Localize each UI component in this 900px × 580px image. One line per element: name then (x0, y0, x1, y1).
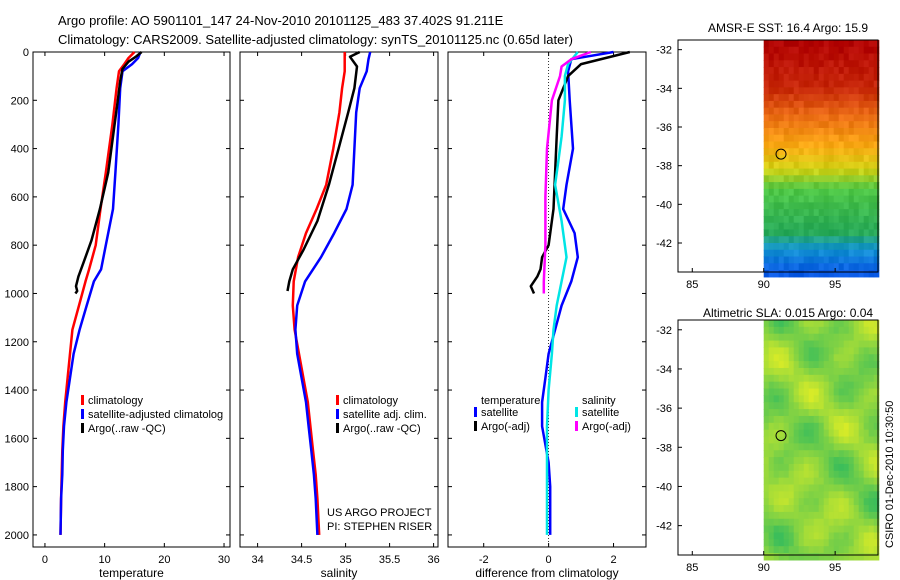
map-panels: AMSR-E SST: 16.4 Argo: 15.9 85 90 95 -32 -34 -… (656, 21, 880, 574)
x-tick-label: 95 (829, 279, 841, 291)
header-line-1: Argo profile: AO 5901101_147 24-Nov-2010… (58, 13, 504, 28)
y-tick-label: -32 (656, 45, 672, 57)
map-frame (677, 39, 879, 273)
legend-swatch (575, 407, 578, 417)
argo-position-marker (775, 148, 787, 160)
legend-swatch (336, 395, 339, 405)
x-axis-label: salinity (321, 566, 358, 580)
legend-swatch (81, 423, 84, 433)
y-tick-label: -42 (656, 521, 672, 533)
x-tick-label: 20 (158, 554, 170, 566)
y-tick-label: -38 (656, 442, 672, 454)
legend-swatch (336, 423, 339, 433)
legend-label: satellite-adjusted climatolog (88, 409, 223, 421)
y-tick-label: 1800 (5, 482, 29, 494)
credit-project: US ARGO PROJECT (327, 507, 432, 519)
series-line-3 (545, 51, 579, 535)
plot-frame (239, 51, 439, 548)
header-line-2: Climatology: CARS2009. Satellite-adjuste… (58, 32, 573, 47)
legend-label: climatology (343, 395, 399, 407)
plot-frame (32, 51, 231, 548)
x-tick-label: 0 (546, 554, 552, 566)
legend-swatch (81, 409, 84, 419)
legend-label: climatology (88, 395, 144, 407)
x-tick-label: 35 (339, 554, 351, 566)
series-line-2 (294, 51, 372, 535)
y-tick-label: 1000 (5, 288, 29, 300)
map-panel-2: Altimetric SLA: 0.015 Argo: 0.04 85 90 95 -3… (656, 306, 880, 574)
y-tick-label: 800 (11, 240, 29, 252)
legend-label: Argo(-adj) (481, 421, 530, 433)
legend: climatology satellite-adjusted climatolog… (81, 395, 223, 435)
legend-swatch (575, 421, 578, 431)
x-tick-label: 36 (427, 554, 439, 566)
series-line-4 (542, 50, 592, 294)
legend-label: satellite adj. clim. (343, 409, 427, 421)
x-tick-label: 90 (758, 562, 770, 574)
series-line-1 (291, 52, 346, 535)
y-tick-label: -40 (656, 481, 672, 493)
series-line-3 (286, 50, 361, 292)
sla-field (763, 320, 880, 561)
series-line-3 (74, 51, 143, 295)
y-tick-label: 1600 (5, 433, 29, 445)
legend-swatch (474, 407, 477, 417)
y-tick-label: 1400 (5, 385, 29, 397)
x-tick-label: 90 (758, 279, 770, 291)
x-axis-label: difference from climatology (475, 566, 618, 580)
profile-panels: 0 10 20 30020040060080010001200140016001800… (5, 47, 647, 580)
map-panel-1: AMSR-E SST: 16.4 Argo: 15.9 85 90 95 -32 -34 -… (656, 21, 880, 291)
y-tick-label: 0 (23, 47, 29, 59)
legend-label: Argo(-adj) (582, 421, 631, 433)
x-tick-label: -2 (479, 554, 489, 566)
legend: climatology satellite adj. clim. Argo(..ra… (336, 395, 427, 435)
legend-group-temperature: temperature (481, 395, 540, 407)
y-tick-label: -42 (656, 238, 672, 250)
y-tick-label: 1200 (5, 337, 29, 349)
legend: temperaturesatelliteArgo(-adj)salinitysa… (474, 395, 631, 433)
y-tick-label: -36 (656, 122, 672, 134)
x-tick-label: 10 (99, 554, 111, 566)
legend-group-salinity: salinity (582, 395, 616, 407)
side-label: CSIRO 01-Dec-2010 10:30:50 (884, 401, 896, 548)
legend-swatch (336, 409, 339, 419)
legend-swatch (474, 421, 477, 431)
profile-panel-2: 34 34.5 35 35.5 36 salinity climatology satelli… (239, 50, 440, 580)
x-tick-label: 35.5 (379, 554, 400, 566)
x-tick-label: 85 (686, 279, 698, 291)
legend-label: Argo(..raw -QC) (343, 423, 421, 435)
y-tick-label: 600 (11, 192, 29, 204)
x-tick-label: 34 (251, 554, 263, 566)
sst-field (763, 40, 880, 278)
map-title: AMSR-E SST: 16.4 Argo: 15.9 (708, 21, 868, 35)
x-axis-label: temperature (99, 566, 164, 580)
x-tick-label: 34.5 (291, 554, 312, 566)
argo-position-marker (775, 430, 787, 442)
legend-label: satellite (481, 407, 518, 419)
map-frame (677, 319, 879, 556)
series-line-2 (529, 50, 631, 295)
y-tick-label: 400 (11, 144, 29, 156)
legend-swatch (81, 395, 84, 405)
x-tick-label: 85 (686, 562, 698, 574)
y-tick-label: -36 (656, 403, 672, 415)
y-tick-label: -34 (656, 83, 672, 95)
legend-label: Argo(..raw -QC) (88, 423, 166, 435)
x-tick-label: 2 (610, 554, 616, 566)
y-tick-label: -32 (656, 325, 672, 337)
y-tick-label: -40 (656, 199, 672, 211)
legend-label: satellite (582, 407, 619, 419)
y-tick-label: -34 (656, 364, 672, 376)
x-tick-label: 95 (829, 562, 841, 574)
y-tick-label: 2000 (5, 530, 29, 542)
map-title: Altimetric SLA: 0.015 Argo: 0.04 (703, 306, 873, 320)
x-tick-label: 0 (42, 554, 48, 566)
profile-panel-1: 0 10 20 30 0 200 400 600 800 1000 1200 1400 1600 1800… (5, 47, 231, 580)
credit-pi: PI: STEPHEN RISER (327, 521, 432, 533)
y-tick-label: 200 (11, 95, 29, 107)
y-tick-label: -38 (656, 161, 672, 173)
x-tick-label: 30 (218, 554, 230, 566)
